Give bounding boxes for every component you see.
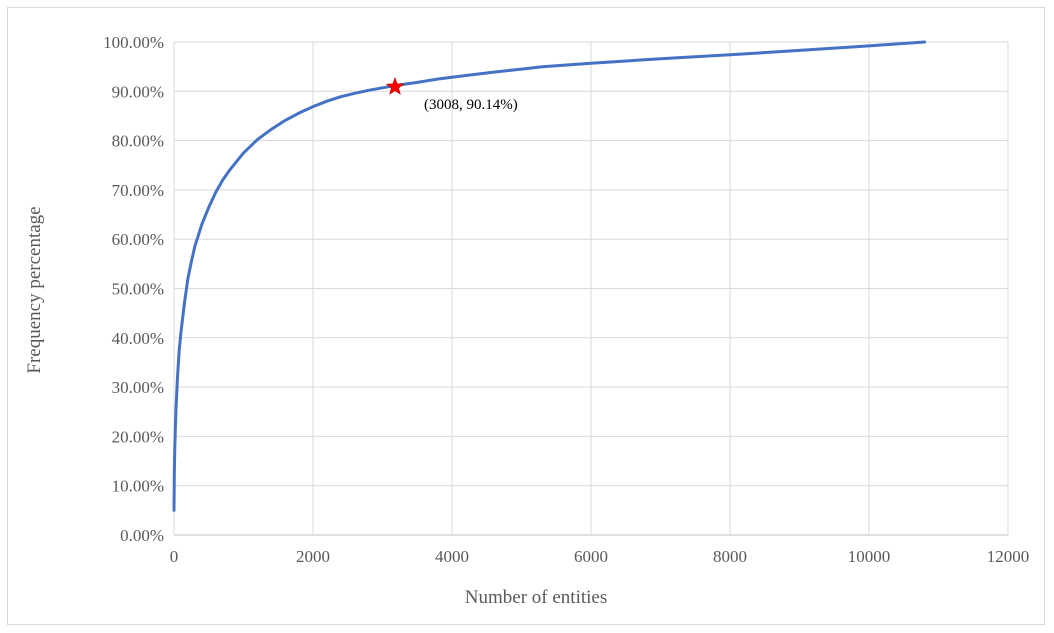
y-tick-label: 50.00% xyxy=(112,280,164,299)
x-axis-title: Number of entities xyxy=(465,587,607,608)
y-tick-label: 60.00% xyxy=(112,230,164,249)
grid-lines xyxy=(173,41,1009,536)
series-layer xyxy=(172,40,927,512)
y-tick-label: 70.00% xyxy=(112,181,164,200)
y-tick-label: 80.00% xyxy=(112,132,164,151)
star-icon xyxy=(385,77,405,95)
y-axis-title: Frequency percentage xyxy=(24,206,45,373)
y-tick-label: 20.00% xyxy=(112,427,164,446)
highlight-annotation: (3008, 90.14%) xyxy=(424,97,518,113)
y-tick-label: 40.00% xyxy=(112,329,164,348)
y-tick-label: 30.00% xyxy=(112,378,164,397)
y-tick-label: 0.00% xyxy=(120,526,164,545)
y-tick-label: 90.00% xyxy=(112,82,164,101)
series-line xyxy=(172,40,927,512)
y-tick-label: 10.00% xyxy=(112,477,164,496)
y-tick-label: 100.00% xyxy=(103,33,164,52)
x-tick-label: 4000 xyxy=(435,547,469,566)
highlight-layer xyxy=(385,77,405,95)
x-tick-label: 8000 xyxy=(713,547,747,566)
x-tick-label: 2000 xyxy=(296,547,330,566)
x-tick-label: 10000 xyxy=(848,547,891,566)
chart-frame xyxy=(7,7,1045,625)
x-tick-label: 6000 xyxy=(574,547,608,566)
x-tick-label: 0 xyxy=(170,547,179,566)
y-axis-ticks: 0.00% 10.00% 20.00% 30.00% 40.00% 50.00% 60.00… xyxy=(103,33,164,545)
x-tick-label: 12000 xyxy=(987,547,1030,566)
x-axis-ticks: 0 2000 4000 6000 8000 10000 12000 xyxy=(170,547,1030,566)
